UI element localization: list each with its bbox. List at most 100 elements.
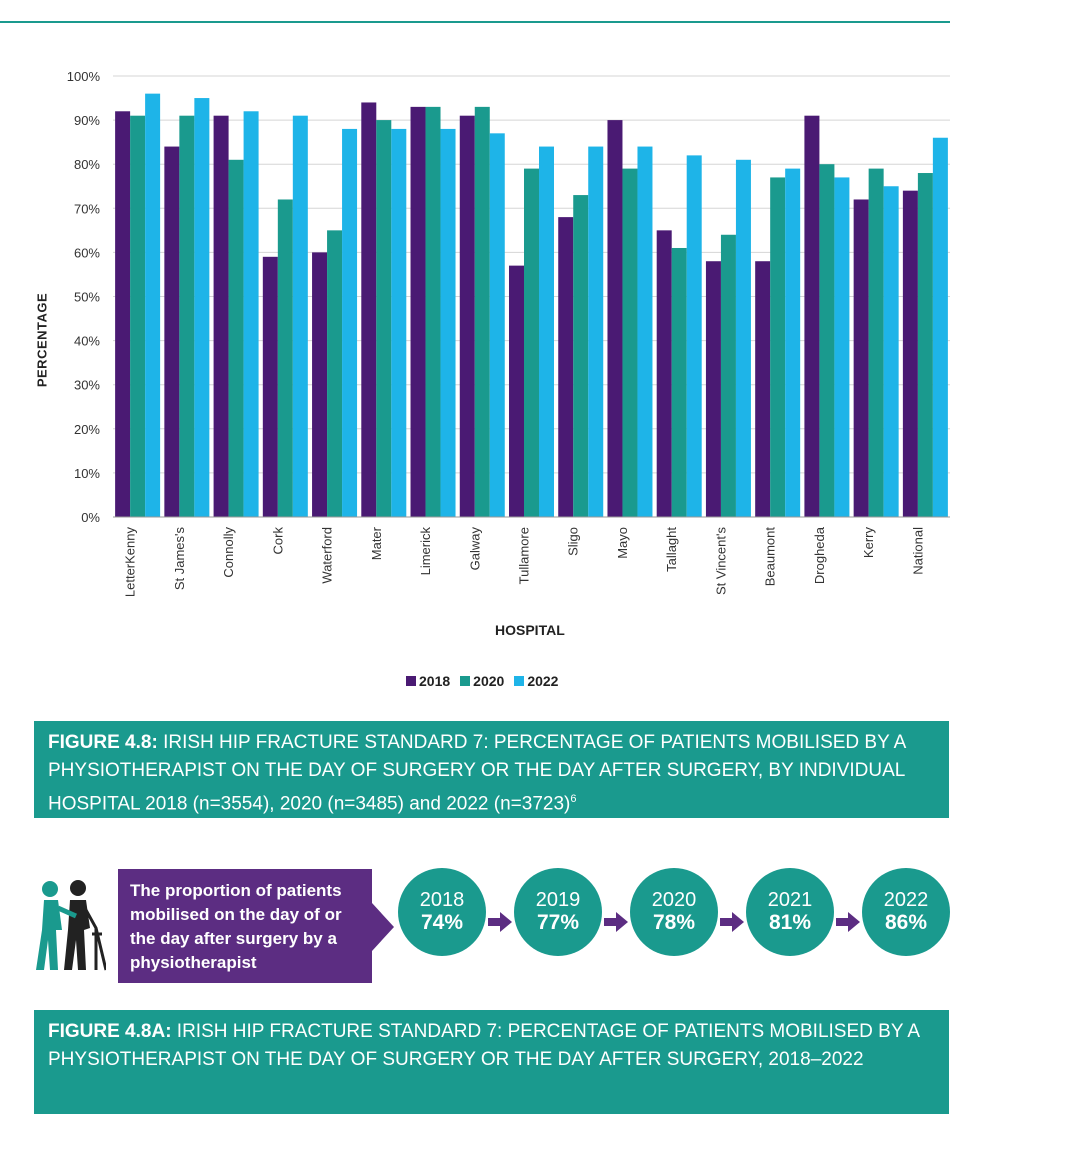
bar-2018-connolly	[213, 115, 229, 517]
timeline-percent: 77%	[536, 911, 580, 934]
caption-text: IRISH HIP FRACTURE STANDARD 7: PERCENTAG…	[48, 1021, 920, 1070]
bar-2022-waterford	[342, 128, 358, 518]
caption-footnote: 6	[570, 793, 577, 805]
bar-2020-st-james-s	[179, 115, 195, 517]
x-tick-label: Connolly	[221, 527, 236, 578]
bar-chart: 0% 10% 20% 30% 40% 50% 60% 70% 80% 90% 100% LetterK…	[67, 69, 950, 598]
bar-2018-tullamore	[509, 265, 524, 517]
bar-2018-sligo	[558, 217, 574, 517]
x-tick-label: Galway	[467, 527, 482, 571]
bar-2020-tallaght	[671, 247, 687, 518]
x-tick-label: Cork	[270, 527, 285, 555]
x-tick-label: Mayo	[615, 527, 630, 559]
legend-label: 2022	[527, 673, 559, 689]
bar-2022-national	[932, 137, 948, 517]
bar-2020-connolly	[228, 159, 244, 517]
caption-label: FIGURE 4.8A:	[48, 1021, 172, 1042]
arrow-right-icon	[836, 912, 860, 932]
bar-2018-st-vincent-s	[705, 261, 721, 517]
timeline-year: 2021	[767, 889, 813, 911]
bar-2018-kerry	[853, 199, 869, 518]
bar-2022-drogheda	[834, 177, 850, 517]
legend-item-2022: 2022	[514, 673, 558, 689]
textbox-pointer	[372, 903, 394, 951]
bar-2022-connolly	[243, 111, 259, 517]
bar-2022-st-james-s	[194, 98, 210, 518]
x-tick-label: Beaumont	[763, 527, 778, 587]
bar-2020-mayo	[622, 168, 638, 518]
bar-2018-beaumont	[755, 261, 771, 517]
legend-label: 2018	[419, 673, 451, 689]
bar-2022-galway	[489, 133, 505, 517]
bar-2018-national	[902, 190, 918, 517]
timeline-percent: 74%	[420, 911, 464, 934]
caption-text: IRISH HIP FRACTURE STANDARD 7: PERCENTAG…	[48, 732, 906, 815]
top-rule	[0, 21, 950, 23]
legend-item-2018: 2018	[406, 673, 450, 689]
bar-2018-mater	[361, 102, 377, 518]
bar-2020-galway	[474, 106, 490, 518]
bar-2020-cork	[277, 199, 293, 518]
patient-walker-icon	[36, 878, 108, 973]
y-axis-label: PERCENTAGE	[34, 292, 50, 388]
arrow-right-icon	[604, 912, 628, 932]
bar-2022-limerick	[440, 128, 456, 518]
x-axis-label: HOSPITAL	[495, 622, 565, 638]
timeline-circle-2021: 2021 81%	[746, 868, 834, 956]
x-tick-label: Drogheda	[812, 526, 827, 584]
bar-2022-tallaght	[686, 155, 702, 517]
bar-2020-sligo	[573, 195, 589, 517]
bar-2018-drogheda	[804, 115, 820, 517]
bar-2022-beaumont	[785, 168, 801, 518]
bar-2020-drogheda	[819, 164, 835, 517]
timeline-circle-2018: 2018 74%	[398, 868, 486, 956]
x-tick-label: St Vincent's	[713, 527, 728, 596]
legend-swatch-2020	[460, 676, 471, 686]
bar-2022-letterkenny	[145, 93, 161, 517]
bar-2020-limerick	[425, 106, 441, 518]
legend-item-2020: 2020	[460, 673, 504, 689]
timeline-circle-2019: 2019 77%	[514, 868, 602, 956]
y-tick-label: 40%	[74, 334, 100, 349]
bar-2022-sligo	[588, 146, 604, 517]
bar-2020-letterkenny	[130, 115, 146, 517]
figure-4-8a-caption: FIGURE 4.8A: IRISH HIP FRACTURE STANDARD…	[34, 1010, 949, 1114]
x-tick-label: National	[910, 527, 925, 575]
x-tick-label: Mater	[369, 526, 384, 560]
x-tick-label: Tullamore	[517, 527, 532, 584]
timeline-percent: 81%	[768, 911, 812, 934]
caption-label: FIGURE 4.8:	[48, 732, 158, 753]
bar-2018-limerick	[410, 106, 426, 518]
timeline-percent: 86%	[884, 911, 928, 934]
x-tick-label: LetterKenny	[123, 527, 138, 598]
x-tick-label: Waterford	[320, 527, 335, 584]
legend-label: 2020	[473, 673, 505, 689]
bar-2022-mater	[391, 128, 407, 518]
bar-2020-mater	[376, 120, 392, 517]
bar-2020-national	[917, 173, 933, 517]
y-tick-label: 0%	[81, 510, 100, 525]
bar-2022-tullamore	[539, 146, 554, 517]
bar-2022-cork	[292, 115, 308, 517]
bar-2018-letterkenny	[115, 111, 131, 517]
x-tick-label: St James's	[172, 527, 187, 591]
x-tick-label: Limerick	[418, 527, 433, 576]
y-tick-label: 20%	[74, 422, 100, 437]
bar-2022-st-vincent-s	[735, 159, 751, 517]
y-tick-label: 30%	[74, 378, 100, 393]
chart-legend: 2018 2020 2022	[406, 673, 558, 689]
timeline-percent: 78%	[652, 911, 696, 934]
timeline-year: 2019	[535, 889, 581, 911]
y-tick-label: 70%	[74, 201, 100, 216]
bar-2018-waterford	[312, 252, 328, 517]
y-tick-label: 100%	[67, 69, 101, 84]
legend-swatch-2018	[406, 676, 416, 686]
y-tick-label: 60%	[74, 245, 100, 260]
bar-2020-st-vincent-s	[720, 234, 736, 517]
x-tick-label: Sligo	[566, 527, 581, 556]
infographic-text-box: The proportion of patients mobilised on …	[118, 869, 372, 983]
timeline-year: 2020	[651, 889, 697, 911]
bar-2022-mayo	[637, 146, 653, 517]
bar-2018-tallaght	[656, 230, 672, 517]
bar-2018-galway	[459, 115, 475, 517]
